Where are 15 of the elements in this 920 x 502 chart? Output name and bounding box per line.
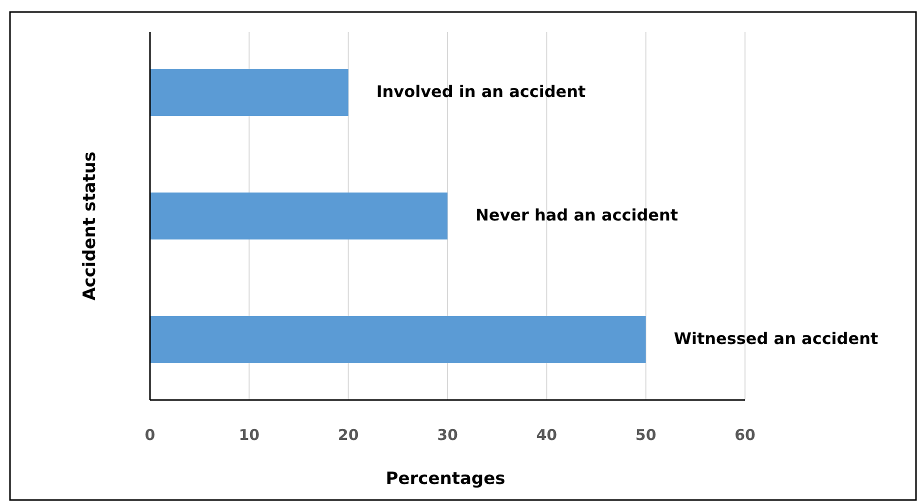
x-tick-label: 40: [536, 426, 558, 444]
x-tick-label: 50: [635, 426, 656, 444]
x-axis-title: Percentages: [386, 469, 506, 489]
y-tick-label: Witnessed an accident: [674, 328, 878, 348]
y-axis-title: Accident status: [80, 151, 100, 301]
x-tick-label: 10: [238, 426, 260, 444]
y-tick-label: Never had an accident: [476, 205, 678, 224]
bar: [150, 192, 448, 240]
x-tick-label: 30: [437, 426, 458, 444]
y-tick-label: Involved in an accident: [376, 82, 586, 101]
x-tick-label: 0: [144, 426, 156, 444]
bar: [150, 316, 646, 363]
x-tick-label: 60: [734, 426, 756, 444]
bar: [150, 69, 348, 116]
x-tick-label: 20: [338, 426, 359, 444]
